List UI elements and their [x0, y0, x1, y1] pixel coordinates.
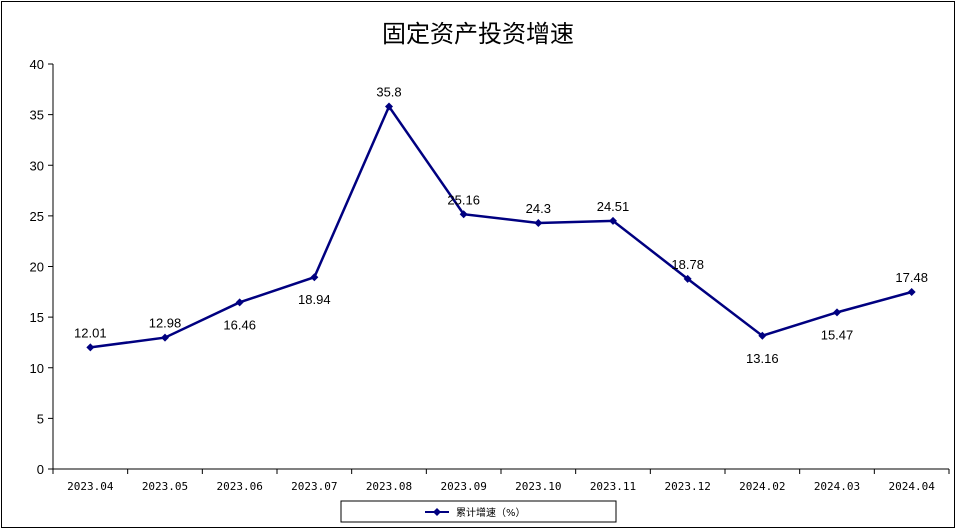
data-point-marker [758, 331, 767, 340]
data-labels: 12.01 12.98 16.46 18.94 35.8 25.16 24.3 24.51 18… [74, 85, 928, 366]
data-label: 13.16 [746, 351, 779, 366]
y-tick-label: 35 [30, 108, 44, 123]
data-label: 15.47 [821, 327, 854, 342]
chart-title: 固定资产投资增速 [382, 20, 574, 48]
data-point-marker [310, 273, 319, 282]
y-tick-label: 5 [37, 411, 44, 426]
data-point-marker [235, 298, 244, 307]
x-tick-label: 2023.06 [216, 480, 262, 493]
x-tick-label: 2023.10 [515, 480, 561, 493]
series-markers [86, 102, 916, 352]
data-point-marker [86, 343, 95, 352]
x-tick-label: 2024.04 [888, 480, 935, 493]
x-tick-label: 2023.04 [67, 480, 114, 493]
data-point-marker [534, 218, 543, 227]
x-tick-label: 2023.07 [291, 480, 337, 493]
y-tick-label: 40 [30, 57, 44, 72]
data-point-marker [683, 274, 692, 283]
chart-axes [52, 64, 949, 470]
data-point-marker [609, 216, 617, 225]
x-tick-label: 2023.12 [664, 480, 710, 493]
data-label: 12.01 [74, 325, 107, 340]
legend-series-label: 累计增速（%） [456, 506, 526, 519]
y-tick-label: 15 [30, 310, 44, 325]
data-point-marker [833, 308, 841, 317]
y-tick-label: 0 [37, 462, 44, 477]
x-tick-label: 2023.09 [440, 480, 486, 493]
data-point-marker [459, 210, 468, 219]
y-tick-label: 30 [30, 158, 44, 173]
data-label: 16.46 [223, 317, 256, 332]
x-tick-label: 2023.11 [590, 480, 636, 493]
x-tick-label: 2023.05 [142, 480, 188, 493]
x-tick-label: 2024.02 [739, 480, 785, 493]
legend-diamond-marker [433, 508, 441, 516]
x-axis-ticks: 2023.04 2023.05 2023.06 2023.07 2023.08 2023.… [52, 469, 950, 493]
series-line-group [90, 103, 912, 349]
data-label: 17.48 [895, 270, 928, 285]
legend: 累计增速（%） [340, 500, 617, 523]
data-label: 12.98 [149, 316, 182, 331]
legend-box [340, 500, 617, 523]
x-tick-label: 2023.08 [366, 480, 412, 493]
series-line [90, 103, 912, 349]
y-axis-ticks: 0 5 10 15 20 25 30 35 40 [30, 57, 53, 477]
data-label: 18.78 [671, 257, 704, 272]
data-label: 35.8 [376, 85, 401, 100]
data-point-marker [385, 102, 393, 111]
data-point-marker [161, 333, 169, 342]
y-tick-label: 25 [30, 209, 44, 224]
y-tick-label: 10 [30, 361, 44, 376]
data-label: 18.94 [298, 292, 331, 307]
y-tick-label: 20 [30, 260, 44, 275]
data-label: 24.3 [526, 201, 551, 216]
data-label: 24.51 [597, 199, 630, 214]
x-tick-label: 2024.03 [814, 480, 860, 493]
data-point-marker [907, 288, 916, 297]
data-label: 25.16 [447, 192, 480, 207]
